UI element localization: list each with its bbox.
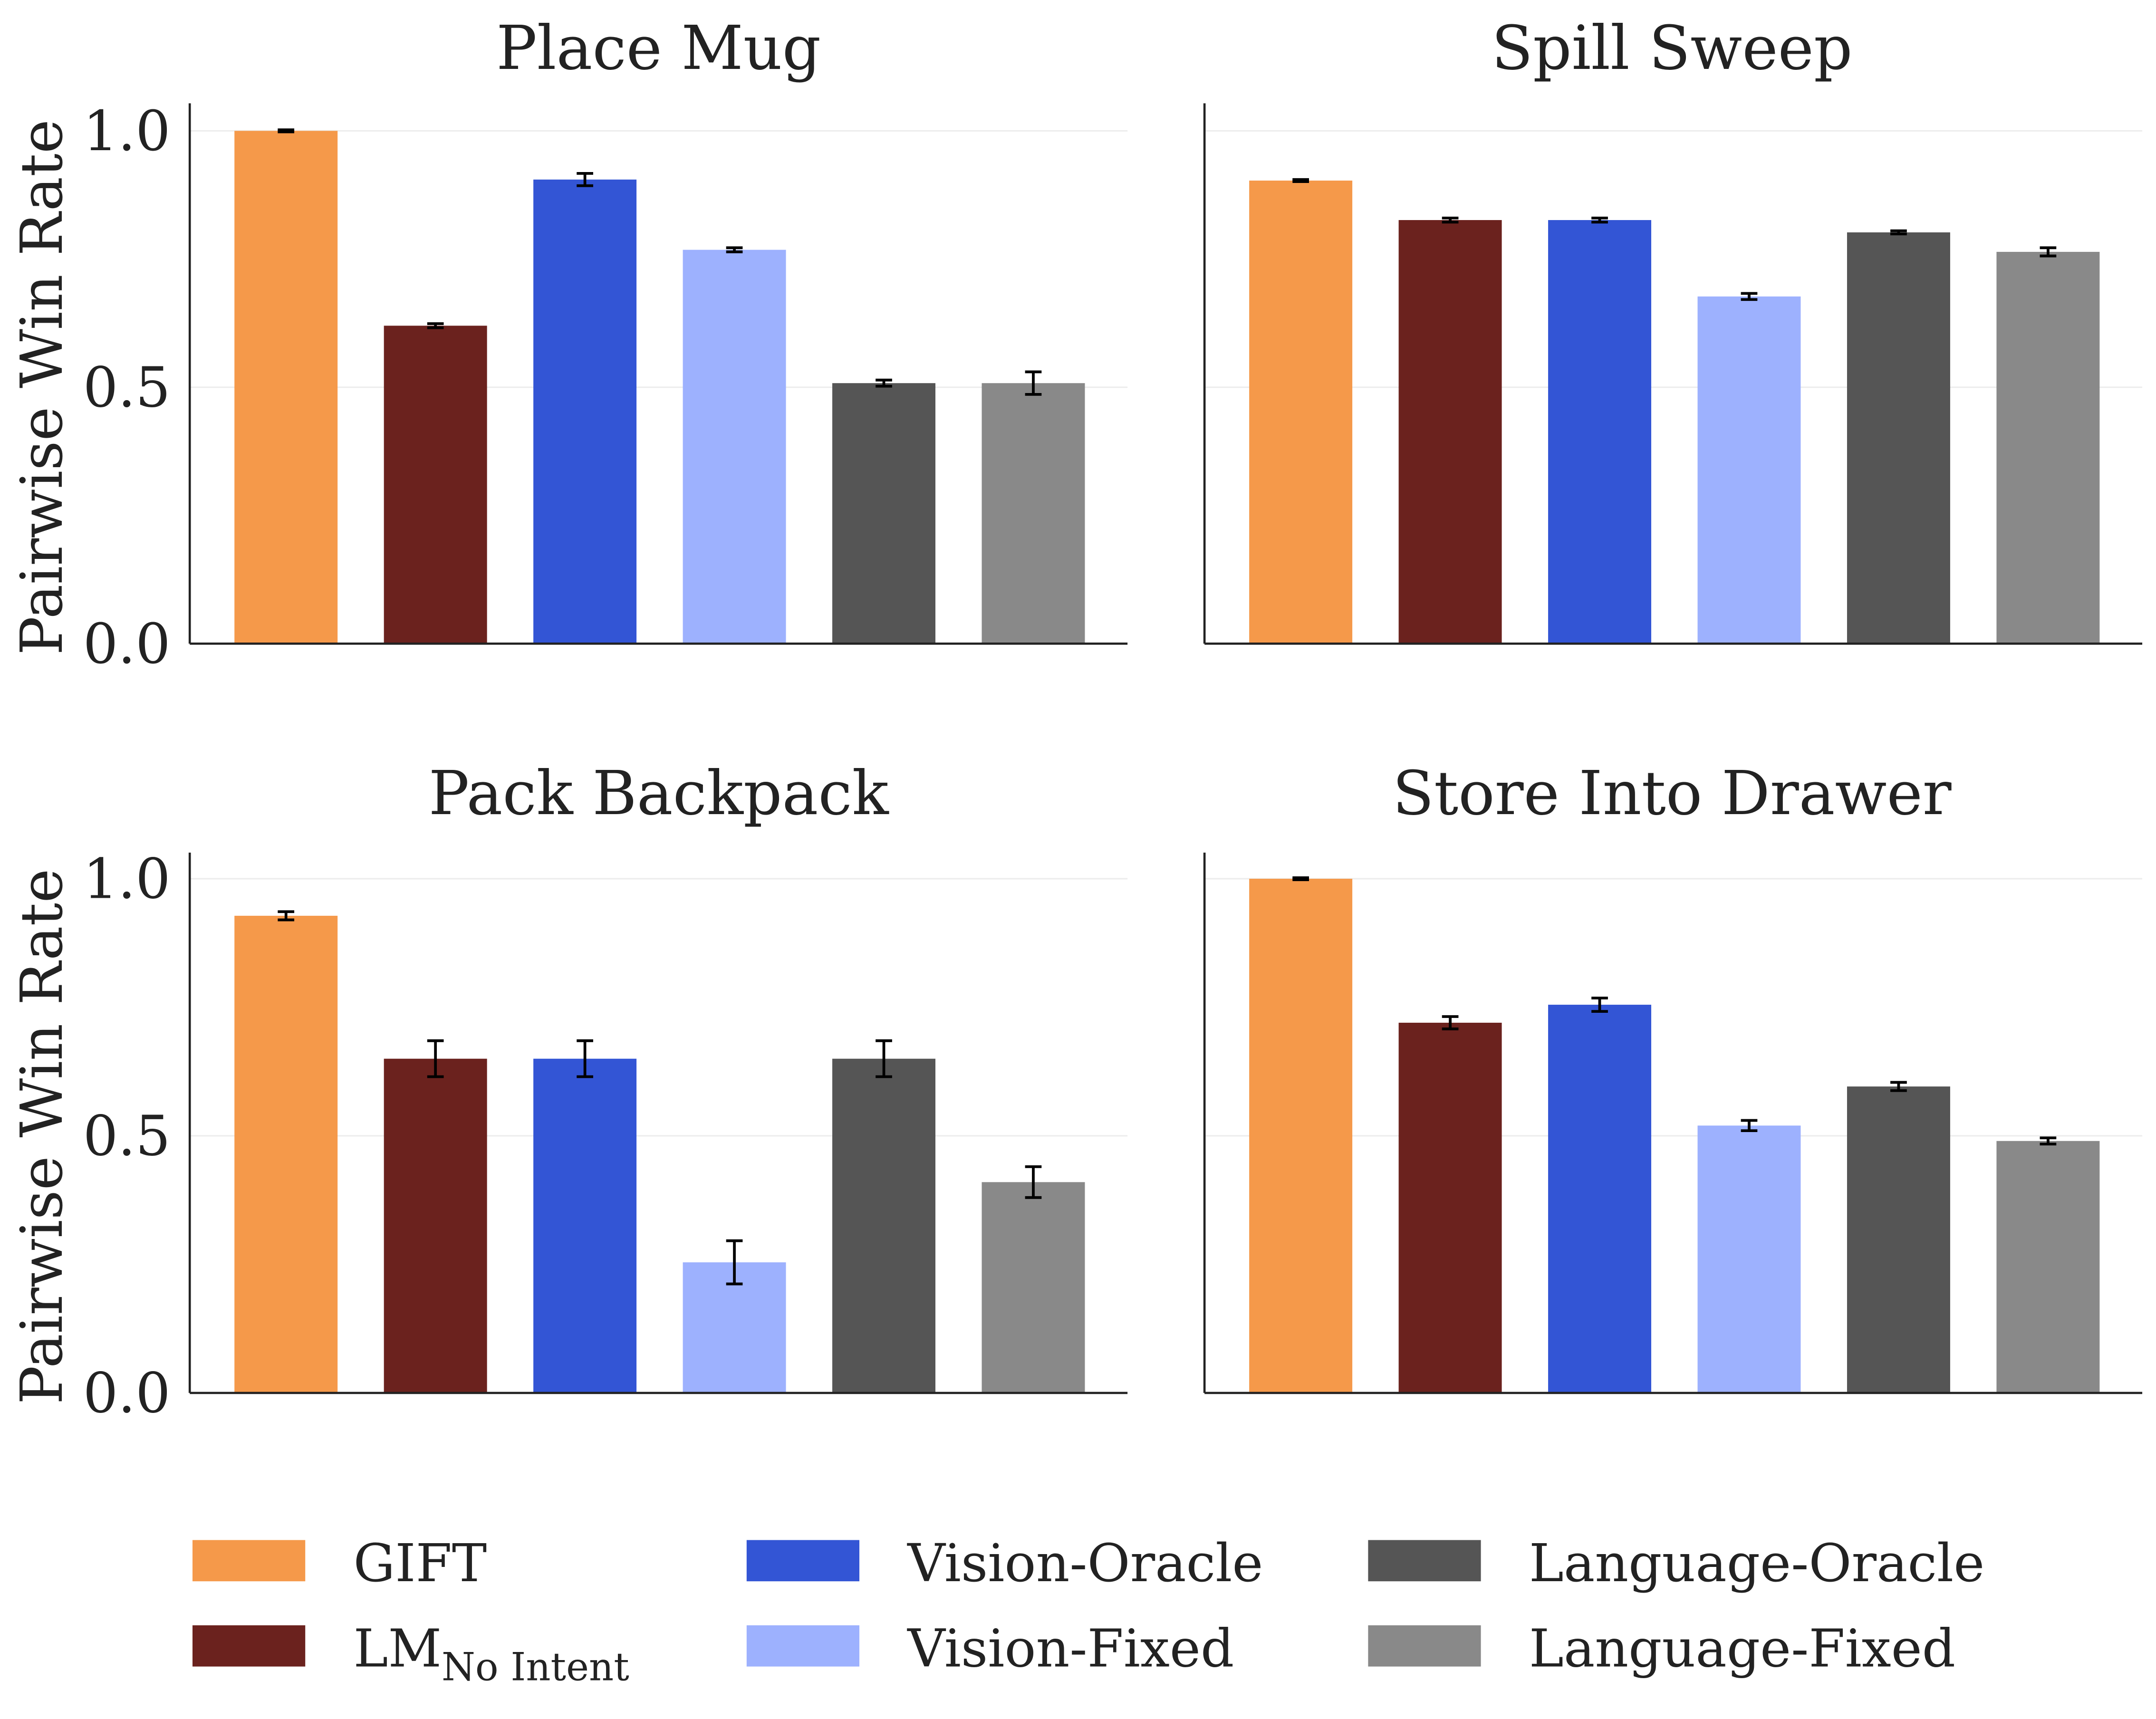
error-bar <box>1292 876 1309 882</box>
legend-swatch <box>746 1540 860 1582</box>
panel-2: Spill Sweep <box>1203 13 2143 645</box>
panel-title: Store Into Drawer <box>1393 759 1952 829</box>
error-bar <box>1292 178 1309 183</box>
error-bar <box>2040 1136 2057 1146</box>
error-bar <box>427 1039 444 1078</box>
error-bar <box>1442 1015 1459 1030</box>
error-bar <box>427 322 444 329</box>
bar-gift <box>234 915 338 1393</box>
y-tick-label: 0.0 <box>83 613 171 676</box>
error-bar <box>278 128 295 134</box>
error-bar <box>1890 229 1907 236</box>
panel-title: Pack Backpack <box>429 759 889 829</box>
legend-swatch <box>192 1540 306 1582</box>
legend-item: Vision-Fixed <box>746 1618 1234 1679</box>
bar-vision-oracle <box>533 1058 637 1393</box>
error-bar <box>278 910 295 922</box>
error-bar <box>1591 216 1608 224</box>
bar-vision-fixed <box>1697 296 1801 644</box>
bar-lm-no-intent <box>1398 1022 1502 1393</box>
bar-language-oracle <box>1847 232 1950 644</box>
error-bar <box>1442 216 1459 224</box>
legend-swatch <box>192 1625 306 1667</box>
legend-label: Vision-Fixed <box>906 1618 1234 1679</box>
error-bar <box>876 1039 892 1078</box>
error-bar <box>726 246 743 253</box>
panel-title: Spill Sweep <box>1492 13 1852 84</box>
legend-item: Vision-Oracle <box>746 1533 1263 1594</box>
error-bar <box>1025 370 1042 396</box>
legend-item: GIFT <box>192 1533 487 1594</box>
y-tick-label: 1.0 <box>83 100 171 163</box>
bar-gift <box>1249 180 1353 644</box>
bar-language-oracle <box>832 1058 936 1393</box>
bar-vision-fixed <box>1697 1125 1801 1393</box>
error-bar <box>726 1239 743 1286</box>
y-tick-label: 0.5 <box>83 356 171 420</box>
panel-title: Place Mug <box>496 13 821 84</box>
y-tick-label: 0.0 <box>83 1362 171 1425</box>
bar-vision-oracle <box>533 179 637 644</box>
error-bar <box>2040 246 2057 258</box>
legend-swatch <box>746 1625 860 1667</box>
legend-swatch <box>1368 1625 1481 1667</box>
y-tick-label: 1.0 <box>83 848 171 912</box>
bar-vision-oracle <box>1548 1005 1652 1393</box>
bar-language-fixed <box>1996 1141 2100 1393</box>
bar-language-oracle <box>832 383 936 644</box>
error-bar <box>1025 1165 1042 1199</box>
error-bar <box>1890 1081 1907 1092</box>
y-axis-label: Pairwise Win Rate <box>8 869 76 1404</box>
error-bar <box>876 378 892 388</box>
error-bar <box>1741 1119 1758 1133</box>
legend-label-subscript: No Intent <box>442 1645 629 1690</box>
legend-label: Language-Oracle <box>1529 1533 1984 1594</box>
y-axis-label: Pairwise Win Rate <box>8 119 76 655</box>
bar-language-fixed <box>982 383 1085 644</box>
bar-vision-fixed <box>683 250 786 644</box>
error-bar <box>1741 292 1758 301</box>
bar-lm-no-intent <box>384 326 487 644</box>
legend-label: GIFT <box>353 1533 487 1594</box>
bar-gift <box>234 131 338 644</box>
legend-item: LMNo Intent <box>192 1618 629 1690</box>
bar-language-fixed <box>982 1182 1085 1393</box>
bar-gift <box>1249 879 1353 1393</box>
bar-language-oracle <box>1847 1086 1950 1393</box>
legend: GIFT LMNo Intent Vision-Oracle Vision-Fixed… <box>192 1533 1984 1690</box>
legend-label: LMNo Intent <box>353 1618 629 1690</box>
legend-item: Language-Oracle <box>1368 1533 1984 1594</box>
y-tick-label: 0.5 <box>83 1104 171 1168</box>
legend-label: Vision-Oracle <box>906 1533 1263 1594</box>
legend-swatch <box>1368 1540 1481 1582</box>
panel-4: Store Into Drawer <box>1203 759 2143 1394</box>
bar-lm-no-intent <box>1398 220 1502 644</box>
error-bar <box>1591 997 1608 1013</box>
legend-label: Language-Fixed <box>1529 1618 1955 1679</box>
legend-item: Language-Fixed <box>1368 1618 1955 1679</box>
error-bar <box>577 1039 593 1078</box>
bar-vision-oracle <box>1548 220 1652 644</box>
error-bar <box>577 172 593 187</box>
bar-lm-no-intent <box>384 1058 487 1393</box>
bar-language-fixed <box>1996 251 2100 644</box>
